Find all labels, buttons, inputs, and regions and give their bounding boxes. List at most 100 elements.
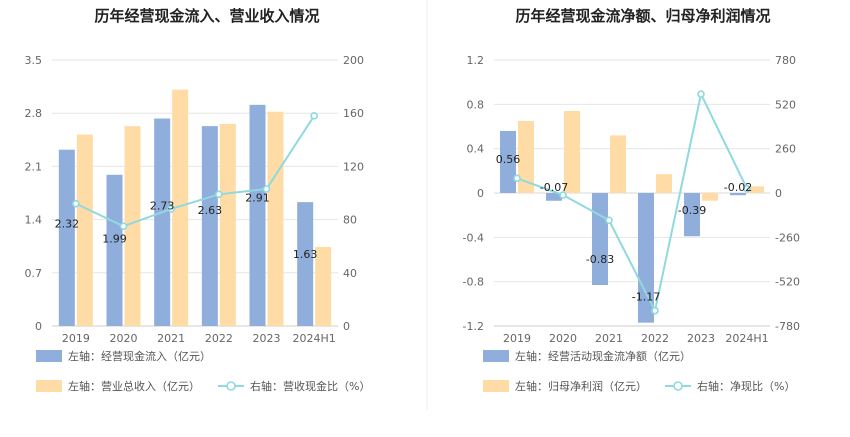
x-axis-tick: 2019 xyxy=(62,332,90,345)
legend-label: 左轴：归母净利润（亿元） xyxy=(515,379,647,393)
legend-swatch-point xyxy=(226,381,236,391)
ratio-point-2020 xyxy=(559,191,567,199)
bar-series1-2024H1 xyxy=(748,186,764,193)
right-axis-tick: 520 xyxy=(775,98,796,111)
right-axis-tick: 0 xyxy=(775,187,782,200)
left-axis-tick: -1.2 xyxy=(463,320,484,333)
ratio-point-2019 xyxy=(513,174,521,183)
bar-series1-2019 xyxy=(518,120,534,193)
ratio-point-2024H1 xyxy=(310,112,318,120)
right-axis-tick: 0 xyxy=(343,320,350,333)
left-axis-tick: 0 xyxy=(477,187,484,200)
legend-label: 左轴：经营现金流入（亿元） xyxy=(68,349,211,363)
bar-series1-2022 xyxy=(219,123,236,326)
left-axis-tick: 0.8 xyxy=(467,98,485,111)
bar-series1-2020 xyxy=(124,126,141,327)
right-axis-tick: -520 xyxy=(775,276,800,289)
bar-series0-2023 xyxy=(684,193,700,237)
ratio-point-2023 xyxy=(697,90,705,98)
right-axis-tick: 160 xyxy=(343,107,364,120)
bar-series1-2021 xyxy=(610,135,626,193)
legend-label: 左轴：营业总收入（亿元） xyxy=(68,379,200,393)
bar-series1-2020 xyxy=(564,110,580,193)
ratio-point-2022 xyxy=(651,306,659,315)
right-axis-tick: 40 xyxy=(343,267,357,280)
data-label: 0.56 xyxy=(496,153,521,166)
bar-series0-2020 xyxy=(546,193,562,201)
data-label: 2.73 xyxy=(150,200,175,213)
left-axis-tick: 2.8 xyxy=(25,107,43,120)
x-axis-tick: 2019 xyxy=(503,332,531,345)
data-label: 1.63 xyxy=(293,248,318,261)
ratio-point-2021 xyxy=(167,205,175,213)
ratio-point-2024H1 xyxy=(743,184,751,193)
legend-swatch-0 xyxy=(36,350,62,362)
ratio-point-2020 xyxy=(119,222,128,231)
x-axis-tick: 2023 xyxy=(253,332,281,345)
bar-series1-2022 xyxy=(656,174,672,193)
x-axis-tick: 2021 xyxy=(595,332,623,345)
bar-series1-2023 xyxy=(702,193,718,201)
right-axis-tick: -780 xyxy=(775,320,800,333)
x-axis-tick: 2021 xyxy=(157,332,185,345)
bar-series0-2021 xyxy=(592,193,608,285)
bar-series0-2024H1 xyxy=(730,193,746,196)
data-label: -0.39 xyxy=(678,204,706,217)
right-axis-tick: 260 xyxy=(775,143,796,156)
right-axis-tick: 200 xyxy=(343,54,364,67)
left-axis-tick: -0.4 xyxy=(463,231,484,244)
x-axis-tick: 2022 xyxy=(641,332,669,345)
ratio-point-2019 xyxy=(72,199,80,208)
ratio-line xyxy=(516,91,748,314)
ratio-point-2022 xyxy=(215,190,223,199)
left-axis-tick: 0 xyxy=(35,320,42,333)
data-label: 2.91 xyxy=(245,192,270,205)
legend-swatch-point xyxy=(673,381,683,391)
right-axis-tick: -260 xyxy=(775,231,800,244)
left-axis-tick: 1.4 xyxy=(25,214,43,227)
chart-title: 历年经营现金流入、营业收入情况 xyxy=(94,7,319,25)
legend-label: 左轴：经营活动现金流净额（亿元） xyxy=(515,349,691,363)
x-axis-tick: 2022 xyxy=(205,332,233,345)
x-axis-tick: 2023 xyxy=(687,332,715,345)
legend-label: 右轴：营收现金比（%） xyxy=(250,379,370,393)
data-label: 1.99 xyxy=(102,232,127,245)
bar-series0-2021 xyxy=(154,118,171,327)
legend-swatch-0 xyxy=(483,350,509,362)
legend-swatch-1 xyxy=(36,380,62,392)
data-label: 2.32 xyxy=(55,218,80,231)
right-axis-tick: 80 xyxy=(343,214,357,227)
chart-title: 历年经营现金流净额、归母净利润情况 xyxy=(515,7,770,25)
left-axis-tick: 0.7 xyxy=(25,267,43,280)
bar-series0-2020 xyxy=(106,174,123,326)
right-axis-tick: 780 xyxy=(775,54,796,67)
legend-swatch-1 xyxy=(483,380,509,392)
x-axis-tick: 2024H1 xyxy=(725,332,768,345)
bar-series1-2023 xyxy=(267,111,284,327)
left-axis-tick: 0.4 xyxy=(467,143,485,156)
x-axis-tick: 2020 xyxy=(110,332,138,345)
bar-series0-2024H1 xyxy=(297,202,314,326)
left-axis-tick: 2.1 xyxy=(25,160,43,173)
bar-series0-2019 xyxy=(500,130,516,193)
ratio-point-2021 xyxy=(605,216,613,225)
data-label: -0.07 xyxy=(540,181,568,194)
data-label: -0.83 xyxy=(586,253,614,266)
data-label: -1.17 xyxy=(632,291,660,304)
bar-series1-2021 xyxy=(172,89,189,326)
left-axis-tick: 3.5 xyxy=(25,54,43,67)
left-axis-tick: -0.8 xyxy=(463,276,484,289)
right-axis-tick: 120 xyxy=(343,160,364,173)
bar-series0-2019 xyxy=(58,149,75,326)
bar-series0-2022 xyxy=(638,193,654,323)
data-label: -0.02 xyxy=(724,181,752,194)
data-label: 2.63 xyxy=(198,204,223,217)
x-axis-tick: 2024H1 xyxy=(293,332,336,345)
left-axis-tick: 1.2 xyxy=(467,54,485,67)
x-axis-tick: 2020 xyxy=(549,332,577,345)
bar-series1-2024H1 xyxy=(315,246,332,326)
bar-series0-2023 xyxy=(249,104,266,326)
ratio-point-2023 xyxy=(262,185,271,193)
bar-series1-2019 xyxy=(76,134,93,326)
